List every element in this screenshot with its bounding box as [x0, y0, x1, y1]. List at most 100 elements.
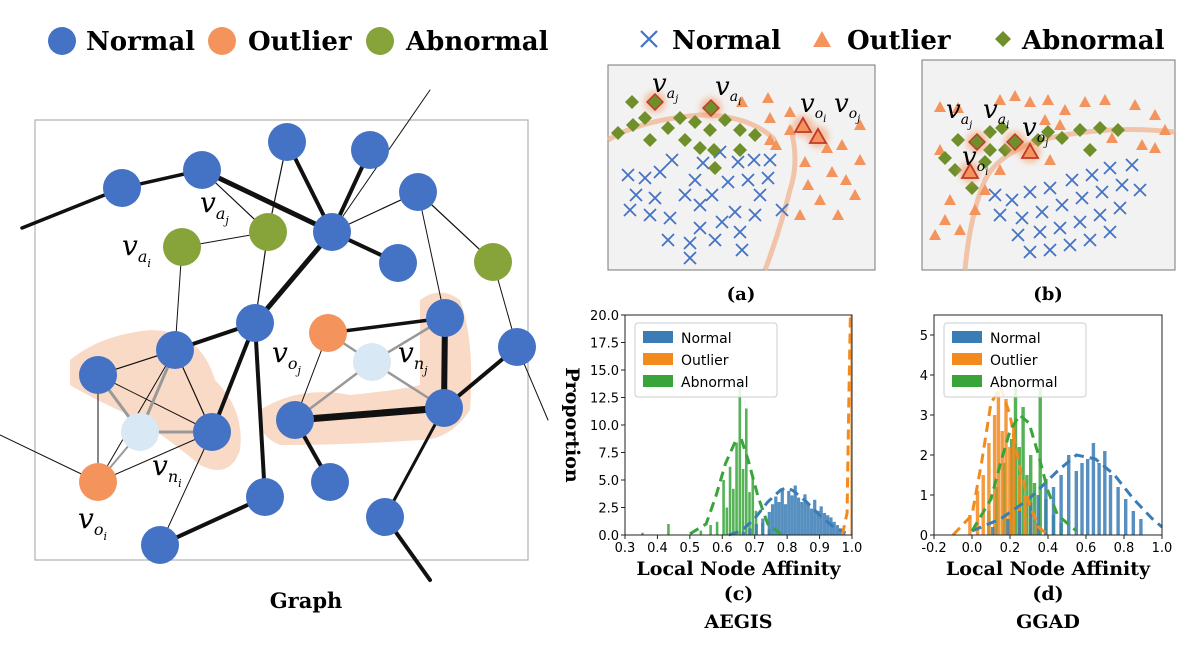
x-marker	[708, 233, 722, 247]
triangle-marker	[939, 214, 951, 225]
graph-node-labels: vai vaj voj vnj vni voi	[78, 186, 428, 543]
histogram-bar-abnormal	[751, 477, 755, 535]
kde-curve-outlier	[840, 313, 852, 536]
histogram-bar-outlier	[975, 491, 980, 535]
x-marker	[1065, 173, 1079, 187]
histogram-bar-abnormal	[722, 480, 725, 535]
legend-abnormal-label: Abnormal	[405, 27, 549, 57]
triangle-marker	[826, 166, 838, 177]
x-marker	[623, 203, 637, 217]
diamond-marker	[707, 143, 721, 157]
panel-a-boundary-1	[606, 112, 777, 143]
histogram-bar-abnormal	[994, 487, 999, 535]
histogram-bar-normal	[777, 502, 781, 535]
histogram-bar-normal	[803, 494, 807, 535]
node-ghost	[121, 413, 159, 451]
histogram-bar-abnormal	[667, 524, 670, 535]
histogram-bar-abnormal	[1021, 407, 1025, 535]
node-normal	[103, 169, 141, 207]
y-tick-label: 2.5	[598, 502, 619, 517]
x-tick-label: 0.8	[1114, 541, 1135, 556]
chart-legend: Normal Outlier Abnormal	[943, 322, 1087, 398]
histogram-bar-outlier	[981, 475, 985, 535]
diamond-marker	[951, 133, 965, 147]
x-marker	[663, 211, 677, 225]
x-marker	[731, 155, 745, 169]
x-marker	[693, 221, 707, 235]
triangle-marker	[854, 119, 866, 130]
x-tick-label: 0.4	[1038, 541, 1059, 556]
diamond-marker	[938, 151, 952, 165]
y-tick-label: 0.0	[598, 529, 619, 544]
x-tick-label: 0.6	[1076, 541, 1097, 556]
histogram-chart-c: 0.3 0.4 0.5 0.6 0.7 0.8 0.9 1.0 0.0 2.5 5.0 7.5 10.0…	[561, 309, 862, 633]
label-vn-j: vnj	[398, 336, 428, 377]
x-marker	[741, 173, 755, 187]
histogram-bar-normal	[1029, 503, 1033, 535]
y-tick-label: 2	[920, 449, 928, 464]
x-marker	[1085, 168, 1099, 182]
histogram-bar-normal	[1086, 459, 1090, 535]
histogram-bar-normal	[826, 515, 830, 535]
histogram-bar-outlier	[996, 391, 1001, 535]
panel-b-labels: vaj vai voj voi	[946, 95, 1048, 178]
x-marker	[993, 208, 1007, 222]
histogram-bar-normal	[822, 513, 827, 535]
x-tick-label: 0.6	[712, 541, 733, 556]
node-normal	[498, 328, 536, 366]
panel-a-highlights	[644, 91, 829, 148]
svg-text:voi: voi	[962, 142, 988, 178]
legend-label-abnormal: Abnormal	[681, 375, 749, 391]
histogram-bar-normal	[1091, 443, 1096, 535]
histogram-bar-abnormal	[1032, 483, 1037, 535]
panel-a-labels: vaj vai voi voj	[652, 69, 860, 125]
triangle-marker	[994, 94, 1006, 105]
y-tick-label: 1	[920, 489, 928, 504]
method-label: GGAD	[1016, 611, 1080, 633]
svg-text:vai: vai	[715, 72, 741, 108]
histogram-bar-normal	[780, 488, 784, 535]
x-marker	[1093, 208, 1107, 222]
histogram-bar-abnormal	[1025, 475, 1029, 535]
label-vo-i: voi	[78, 502, 107, 543]
panel-b-outlier-points	[929, 90, 1171, 240]
histogram-bar-normal	[1103, 451, 1107, 535]
histogram-bar-normal	[809, 508, 814, 535]
diamond-marker	[718, 113, 732, 127]
histogram-bar-abnormal	[754, 510, 758, 535]
chart-legend: Normal Outlier Abnormal	[634, 322, 778, 398]
x-marker	[753, 188, 767, 202]
x-marker	[1005, 193, 1019, 207]
x-marker	[1035, 205, 1049, 219]
x-marker	[715, 215, 729, 229]
legend-x-marker	[640, 30, 658, 48]
x-marker	[775, 203, 789, 217]
triangle-marker	[799, 156, 811, 167]
y-tick-label: 3	[920, 409, 928, 424]
x-marker	[696, 156, 710, 170]
x-marker	[713, 145, 727, 159]
diamond-marker	[626, 118, 640, 132]
graph-nodes	[79, 123, 536, 564]
triangle-marker	[994, 164, 1006, 175]
diamond-marker	[948, 163, 962, 177]
histogram-bar-abnormal	[744, 408, 748, 535]
triangle-marker	[1042, 94, 1054, 105]
legend-swatch-abnormal	[643, 375, 673, 387]
histogram-bar-normal	[761, 518, 765, 535]
diamond-marker	[678, 133, 692, 147]
x-marker	[648, 191, 662, 205]
x-marker	[735, 243, 749, 257]
x-marker	[1015, 211, 1029, 225]
legend-label-normal: Normal	[681, 331, 732, 347]
x-marker	[728, 205, 742, 219]
legend-swatch-normal	[643, 331, 673, 343]
x-marker	[1113, 201, 1127, 215]
node-normal	[79, 356, 117, 394]
triangle-marker	[1106, 132, 1118, 143]
node-normal	[426, 299, 464, 337]
histogram-bar-normal	[774, 496, 778, 535]
x-marker	[1063, 238, 1077, 252]
node-normal	[156, 331, 194, 369]
